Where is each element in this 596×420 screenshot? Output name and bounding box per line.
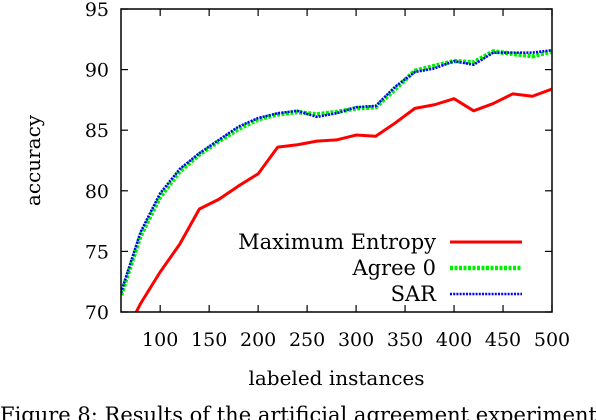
x-tick-label: 150 xyxy=(191,329,227,351)
x-tick-label: 100 xyxy=(142,329,178,351)
x-tick-label: 200 xyxy=(240,329,276,351)
x-axis-title: labeled instances xyxy=(248,366,424,390)
y-axis: 70 75 80 85 90 95 xyxy=(85,0,552,324)
figure-caption: Figure 8: Results of the artificial agre… xyxy=(0,403,596,420)
legend-label: Maximum Entropy xyxy=(238,230,436,254)
series-line-sar xyxy=(121,48,552,294)
x-tick-label: 350 xyxy=(387,329,423,351)
y-tick-label: 90 xyxy=(85,60,109,82)
y-tick-label: 75 xyxy=(85,241,109,263)
y-axis-title: accuracy xyxy=(21,114,45,206)
chart: 100 150 200 250 300 350 400 450 500 70 75 80 85 90 95… xyxy=(21,0,570,390)
legend-label: Agree 0 xyxy=(351,256,436,280)
y-tick-label: 85 xyxy=(85,120,109,142)
y-tick-label: 95 xyxy=(85,0,109,21)
x-tick-label: 250 xyxy=(289,329,325,351)
x-tick-label: 300 xyxy=(338,329,374,351)
y-tick-label: 70 xyxy=(85,302,109,324)
y-tick-label: 80 xyxy=(85,181,109,203)
x-tick-label: 450 xyxy=(485,329,521,351)
series-line-agree-0 xyxy=(121,49,552,296)
x-tick-label: 400 xyxy=(436,329,472,351)
plot-frame xyxy=(120,8,553,313)
series-layer xyxy=(121,48,552,312)
x-tick-label: 500 xyxy=(534,329,570,351)
x-axis: 100 150 200 250 300 350 400 450 500 xyxy=(142,9,570,351)
legend-label: SAR xyxy=(391,282,438,306)
series-line-maximum-entropy xyxy=(134,87,552,312)
